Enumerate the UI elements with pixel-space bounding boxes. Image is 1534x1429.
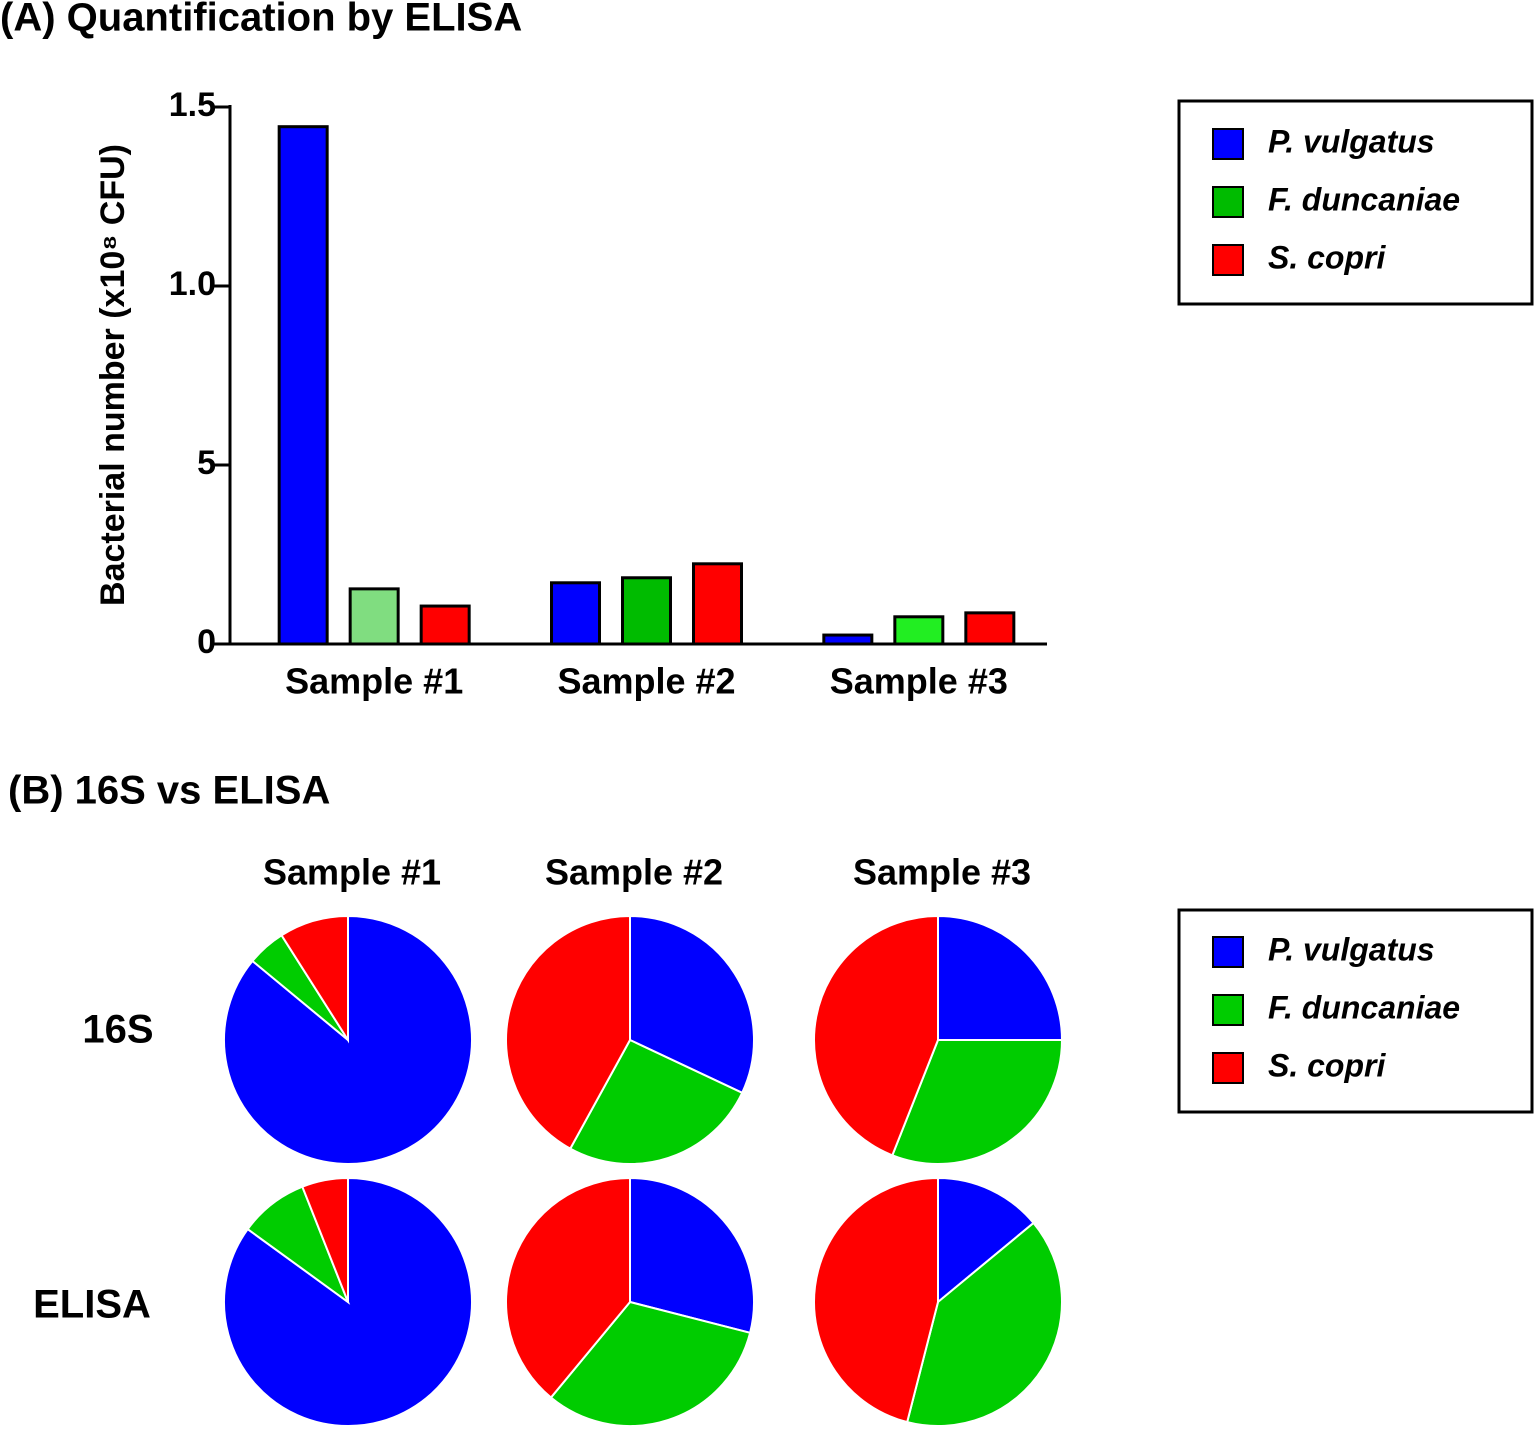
pie-slice <box>629 914 755 1095</box>
bar <box>277 125 329 646</box>
column-label: Sample #3 <box>853 852 1031 893</box>
legend-swatch <box>1212 186 1244 218</box>
pie-slice <box>549 1300 752 1427</box>
y-axis-label: Bacterial number (x10⁸ CFU) <box>94 144 132 606</box>
legend-swatch <box>1212 128 1244 160</box>
column-label: Sample #1 <box>263 852 441 893</box>
bar <box>692 562 743 646</box>
pie-slice <box>301 1176 349 1303</box>
legend-swatch <box>1212 936 1244 968</box>
pie-slice <box>937 1176 1035 1305</box>
y-tick-label: 1.0 <box>169 265 216 303</box>
legend-label: S. copri <box>1268 239 1386 275</box>
pie-slice <box>905 1221 1063 1427</box>
pie-slice <box>505 1176 631 1399</box>
x-tick-label: Sample #3 <box>830 661 1008 702</box>
x-tick-label: Sample #2 <box>557 661 735 702</box>
legend-swatch <box>1212 244 1244 276</box>
y-tick-label: 5 <box>197 444 216 482</box>
column-label: Sample #2 <box>545 852 723 893</box>
legend-label: S. copri <box>1268 1047 1386 1083</box>
pie-slice <box>629 1176 755 1335</box>
bar <box>550 581 601 646</box>
pie-slice <box>280 914 349 1044</box>
bar <box>348 587 400 646</box>
pie-slice <box>505 914 631 1151</box>
legend-box <box>1177 99 1534 306</box>
row-label: 16S <box>82 1008 153 1052</box>
pie-slice <box>891 1039 1064 1165</box>
legend-swatch <box>1212 994 1244 1026</box>
x-tick-label: Sample #1 <box>285 661 463 702</box>
pie-slice <box>813 1176 939 1424</box>
legend-box <box>1177 908 1534 1114</box>
legend-swatch <box>1212 1052 1244 1084</box>
bar <box>621 576 672 646</box>
bar <box>893 615 945 646</box>
panel-b-title: (B) 16S vs ELISA <box>8 769 330 813</box>
y-tick-label: 1.5 <box>169 86 216 124</box>
legend-label: P. vulgatus <box>1268 931 1435 967</box>
legend-label: P. vulgatus <box>1268 123 1435 159</box>
y-tick-label: 0 <box>197 623 216 661</box>
legend-label: F. duncaniae <box>1268 989 1460 1025</box>
pie-slice <box>813 914 939 1157</box>
panel-a-title: (A) Quantification by ELISA <box>0 0 522 40</box>
row-label: ELISA <box>33 1283 151 1327</box>
bar <box>419 604 471 646</box>
pie-slice <box>937 914 1064 1041</box>
legend-label: F. duncaniae <box>1268 181 1460 217</box>
bar <box>822 633 874 646</box>
bar <box>964 611 1016 646</box>
